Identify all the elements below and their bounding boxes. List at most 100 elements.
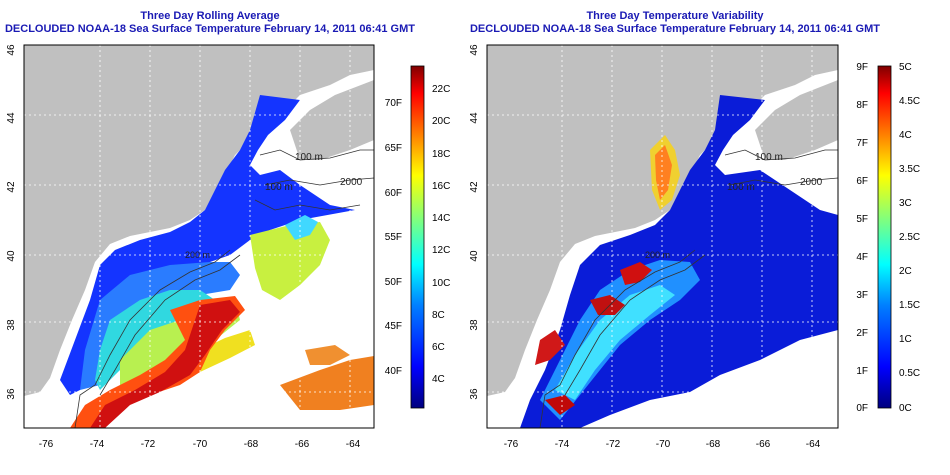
left-colorbar-fahrenheit: 70F 65F 60F 55F 50F 45F 40F — [385, 98, 402, 377]
left-sst-orange-patch — [280, 356, 374, 410]
colorbar-label: 10C — [432, 278, 450, 289]
colorbar-label: 55F — [385, 232, 402, 243]
colorbar-label: 4C — [432, 374, 445, 385]
left-colorbar-celsius: 22C 20C 18C 16C 14C 12C 10C 8C 6C 4C — [432, 84, 450, 385]
left-lat-tick: 46 — [6, 44, 17, 56]
left-colorbar: 22C 20C 18C 16C 14C 12C 10C 8C 6C 4C 70F… — [385, 65, 450, 409]
left-lon-tick: -64 — [346, 439, 361, 450]
right-var-red-front-1 — [620, 262, 652, 285]
left-title-line2: DECLOUDED NOAA-18 Sea Surface Temperatur… — [4, 23, 415, 35]
colorbar-label: 65F — [385, 143, 402, 154]
right-lat-tick: 40 — [469, 250, 480, 262]
right-var-red-front-2 — [590, 295, 625, 315]
right-contour-label-3: 2000 — [800, 177, 823, 188]
left-y-axis: 36 38 40 42 44 46 — [6, 44, 17, 400]
right-lon-tick: -66 — [756, 439, 771, 450]
colorbar-label: 1C — [899, 334, 912, 345]
right-colorbar: 5C 4.5C 4C 3.5C 3C 2.5C 2C 1.5C 1C 0.5C … — [856, 62, 920, 414]
colorbar-label: 1F — [856, 366, 868, 377]
left-grid — [24, 45, 374, 428]
left-lon-tick: -74 — [90, 439, 105, 450]
left-lat-tick: 44 — [6, 112, 17, 124]
right-colorbar-celsius: 5C 4.5C 4C 3.5C 3C 2.5C 2C 1.5C 1C 0.5C … — [899, 62, 920, 414]
colorbar-label: 2C — [899, 266, 912, 277]
left-x-axis: -76 -74 -72 -70 -68 -66 -64 — [39, 439, 361, 450]
colorbar-label: 9F — [856, 62, 868, 73]
left-contour-label-4: 2000 — [340, 177, 363, 188]
right-lat-tick: 38 — [469, 319, 480, 331]
right-var-red-front-3 — [535, 330, 565, 365]
right-lon-tick: -76 — [504, 439, 519, 450]
right-bathymetry-contours — [539, 149, 838, 428]
colorbar-label: 0F — [856, 403, 868, 414]
colorbar-label: 60F — [385, 188, 402, 199]
right-contour-label-2: 100 m — [727, 182, 755, 193]
right-x-axis: -76 -74 -72 -70 -68 -66 -64 — [504, 439, 821, 450]
colorbar-label: 50F — [385, 277, 402, 288]
left-lat-tick: 42 — [6, 181, 17, 193]
left-sst-offshore-patch — [250, 222, 330, 300]
colorbar-label: 5C — [899, 62, 912, 73]
colorbar-label: 20C — [432, 116, 450, 127]
right-map-title: Three Day Temperature Variability DECLOU… — [455, 10, 895, 36]
colorbar-label: 3F — [856, 290, 868, 301]
right-lat-tick: 42 — [469, 181, 480, 193]
colorbar-label: 45F — [385, 321, 402, 332]
right-lat-tick: 36 — [469, 388, 480, 400]
left-contour-label-2: 100 m — [265, 182, 293, 193]
right-colorbar-scale — [877, 65, 892, 409]
colorbar-label: 4F — [856, 252, 868, 263]
colorbar-label: 1.5C — [899, 300, 920, 311]
right-lat-tick: 44 — [469, 112, 480, 124]
right-contour-label-1: 100 m — [755, 152, 783, 163]
left-lat-tick: 40 — [6, 250, 17, 262]
colorbar-label: 0C — [899, 403, 912, 414]
right-grid — [487, 45, 838, 428]
left-land-coast — [24, 45, 374, 396]
right-var-cyan — [555, 285, 675, 400]
left-lon-tick: -76 — [39, 439, 54, 450]
right-land-nova-scotia — [755, 80, 838, 160]
left-bathymetry-contours — [74, 149, 374, 428]
right-lon-tick: -72 — [606, 439, 621, 450]
left-lat-tick: 38 — [6, 319, 17, 331]
colorbar-label: 22C — [432, 84, 450, 95]
right-y-axis: 36 38 40 42 44 46 — [469, 44, 480, 400]
colorbar-label: 4.5C — [899, 96, 920, 107]
left-sst-gulf-stream-core — [90, 300, 240, 428]
right-lon-tick: -74 — [555, 439, 570, 450]
left-sst-orange-patch2 — [305, 345, 350, 365]
right-lon-tick: -70 — [656, 439, 671, 450]
left-map-title: Three Day Rolling Average DECLOUDED NOAA… — [0, 10, 420, 36]
colorbar-label: 2.5C — [899, 232, 920, 243]
left-lat-tick: 36 — [6, 388, 17, 400]
right-var-red-front-4 — [545, 395, 575, 415]
colorbar-label: 6C — [432, 342, 445, 353]
left-contour-label-3: 200 m — [185, 250, 210, 260]
colorbar-label: 5F — [856, 214, 868, 225]
colorbar-label: 18C — [432, 149, 450, 160]
colorbar-label: 70F — [385, 98, 402, 109]
left-map: 100 m 100 m 200 m 2000 -76 -74 -72 -70 -… — [6, 44, 375, 450]
colorbar-label: 0.5C — [899, 368, 920, 379]
colorbar-label: 7F — [856, 138, 868, 149]
left-contour-label-1: 100 m — [295, 152, 323, 163]
left-lon-tick: -72 — [141, 439, 156, 450]
right-lon-tick: -68 — [706, 439, 721, 450]
left-lon-tick: -70 — [193, 439, 208, 450]
colorbar-label: 2F — [856, 328, 868, 339]
colorbar-label: 8F — [856, 100, 868, 111]
colorbar-label: 3C — [899, 198, 912, 209]
left-sst-cold-shelf — [60, 95, 355, 395]
colorbar-label: 4C — [899, 130, 912, 141]
colorbar-label: 6F — [856, 176, 868, 187]
left-lon-tick: -66 — [295, 439, 310, 450]
left-title-line1: Three Day Rolling Average — [140, 10, 280, 22]
colorbar-label: 8C — [432, 310, 445, 321]
right-var-orange-ridge — [655, 145, 672, 200]
right-title-line2: DECLOUDED NOAA-18 Sea Surface Temperatur… — [469, 23, 880, 35]
left-colorbar-scale — [410, 65, 425, 409]
left-sst-offshore-patch-cyan — [285, 215, 318, 240]
left-land-nova-scotia — [290, 80, 374, 160]
left-lon-tick: -68 — [244, 439, 259, 450]
